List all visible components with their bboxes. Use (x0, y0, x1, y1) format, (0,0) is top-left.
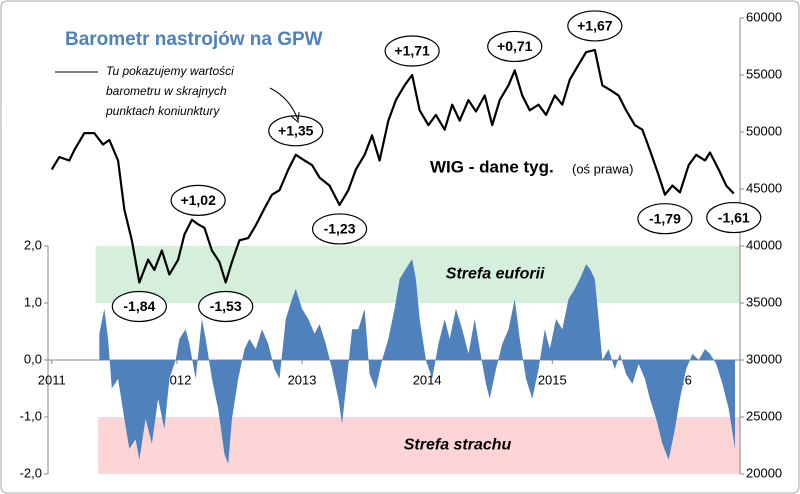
annotation-label: +1,67 (577, 18, 613, 34)
axes: -2,0 -1,0 0,0 1,0 2,0 20000 25000 30000 35000 400… (20, 9, 783, 480)
x-tick-label: 2013 (288, 372, 317, 387)
x-tick-label: 2011 (38, 372, 66, 387)
y2-tick-label: 20000 (746, 465, 782, 480)
chart-title: Barometr nastrojów na GPW (65, 29, 323, 50)
annotation-bubble (384, 35, 440, 67)
y2-tick-label: 60000 (746, 9, 782, 24)
note: Tu pokazujemy wartości (106, 64, 234, 78)
y-tick-label: -2,0 (20, 465, 42, 480)
y2-tick-label: 30000 (746, 351, 782, 366)
y2-tick-label: 55000 (746, 66, 782, 81)
zones: Strefa euforii Strefa strachu (95, 246, 741, 474)
annotation-label: -1,61 (718, 209, 750, 225)
annotation-bubble (311, 213, 368, 245)
y2-tick-label: 50000 (746, 123, 782, 138)
plot (50, 48, 735, 464)
annotations: -1,84 +1,02 -1,53 +1,35 -1,23 +1,71 +0,71 +1,67… (111, 10, 762, 323)
note: punktach koniunktury (105, 104, 220, 118)
annotation-bubble (111, 290, 167, 323)
annotation-label: +0,71 (497, 38, 533, 54)
annotation-bubble (170, 184, 226, 216)
series-label: WIG - dane tyg. (430, 157, 554, 176)
annotation-label: +1,35 (278, 123, 314, 139)
note-arrowhead (290, 111, 300, 124)
note: barometru w skrajnych (106, 84, 227, 98)
x-tick-label: 2015 (538, 372, 567, 387)
y2-tick-label: 35000 (746, 294, 782, 309)
area (99, 259, 735, 464)
annotation-bubble (198, 290, 254, 323)
annotation-bubble (567, 10, 623, 42)
zone-label: Strefa euforii (446, 266, 545, 283)
x-tick-label: 2014 (413, 372, 442, 387)
line (50, 48, 735, 284)
annotation-label: -1,23 (324, 221, 356, 237)
zone (95, 246, 741, 303)
annotation-label: +1,02 (180, 192, 216, 208)
annotation-bubble (706, 201, 762, 234)
axis-note: (oś prawa) (572, 161, 633, 176)
y2-tick-label: 40000 (746, 237, 782, 252)
y-tick-label: 1,0 (24, 294, 42, 309)
annotation-label: -1,84 (123, 298, 155, 314)
zone-label: Strefa strachu (404, 437, 512, 454)
annotation-label: +1,71 (394, 43, 430, 59)
y-tick-label: 2,0 (24, 237, 42, 252)
annotation-label: -1,53 (210, 298, 242, 314)
y2-tick-label: 45000 (746, 180, 782, 195)
annotation-bubble (487, 30, 543, 63)
annotation-bubble (637, 203, 693, 235)
note-arrow (269, 87, 299, 121)
annotation-label: -1,79 (649, 210, 681, 226)
y2-tick-label: 25000 (746, 408, 782, 423)
y-tick-label: -1,0 (20, 408, 42, 423)
zone (98, 417, 740, 474)
y-tick-label: 0,0 (24, 351, 42, 366)
